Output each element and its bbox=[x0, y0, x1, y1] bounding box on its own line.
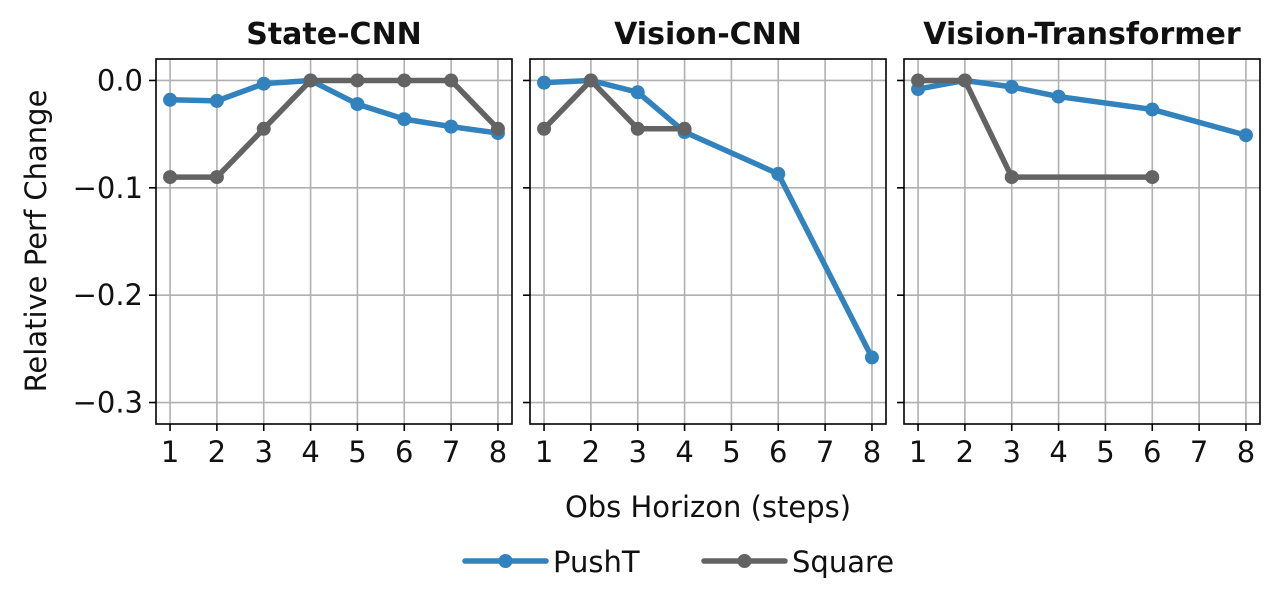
series-line bbox=[167, 77, 501, 136]
data-point bbox=[303, 73, 318, 88]
y-tick-label: −0.3 bbox=[73, 386, 143, 420]
gridlines bbox=[156, 59, 512, 424]
y-tick-label: −0.2 bbox=[73, 278, 143, 312]
data-point bbox=[771, 166, 786, 181]
data-point bbox=[1145, 102, 1160, 117]
y-tick-label: 0.0 bbox=[97, 63, 143, 97]
x-tick-label: 1 bbox=[161, 435, 179, 469]
panel-title: Vision-CNN bbox=[614, 17, 802, 52]
panel-frame bbox=[903, 58, 1261, 425]
data-point bbox=[256, 76, 271, 91]
y-axis-label: Relative Perf Change bbox=[19, 90, 53, 393]
x-tick-label: 5 bbox=[1096, 435, 1114, 469]
data-point bbox=[256, 121, 271, 136]
gridlines bbox=[904, 59, 1260, 424]
x-tick-label: 6 bbox=[769, 435, 787, 469]
panel-3: 1 2 3 4 5 6 7 8 Vision-Transformer bbox=[897, 17, 1261, 469]
x-tick-label: 3 bbox=[1003, 435, 1021, 469]
x-tick-label: 4 bbox=[301, 435, 319, 469]
legend-label: Square bbox=[792, 545, 894, 579]
x-tick-label: 2 bbox=[956, 435, 974, 469]
series-pusht bbox=[163, 73, 505, 141]
series-line bbox=[915, 77, 1156, 180]
panel-1: 1 2 3 4 5 6 7 8 0.0 −0.1 −0.2 −0.3 State-CNN bbox=[73, 17, 513, 469]
data-point bbox=[397, 112, 412, 127]
data-point bbox=[209, 93, 224, 108]
x-tick-label: 7 bbox=[816, 435, 834, 469]
data-point bbox=[444, 73, 459, 88]
data-point bbox=[864, 350, 879, 365]
data-point bbox=[1004, 170, 1019, 185]
series-line bbox=[167, 77, 501, 180]
data-point bbox=[630, 121, 645, 136]
series-pusht bbox=[537, 73, 879, 365]
x-tick-label: 8 bbox=[489, 435, 507, 469]
data-point bbox=[350, 73, 365, 88]
data-point bbox=[397, 73, 412, 88]
data-point bbox=[490, 121, 505, 136]
panel-frame bbox=[155, 58, 513, 425]
panel-frame bbox=[529, 58, 887, 425]
data-point bbox=[911, 73, 926, 88]
legend-item-pusht: PushT bbox=[462, 545, 640, 579]
data-point bbox=[537, 75, 552, 90]
y-tick-label: −0.1 bbox=[73, 171, 143, 205]
x-tick-label: 5 bbox=[722, 435, 740, 469]
data-point bbox=[537, 121, 552, 136]
legend-marker bbox=[737, 554, 752, 568]
data-point bbox=[1051, 89, 1066, 104]
x-tick-label: 6 bbox=[1143, 435, 1161, 469]
x-tick-label: 8 bbox=[863, 435, 881, 469]
data-point bbox=[350, 97, 365, 112]
x-tick-label: 1 bbox=[535, 435, 553, 469]
data-point bbox=[583, 73, 598, 88]
x-tick-label: 7 bbox=[442, 435, 460, 469]
series-square bbox=[163, 73, 505, 185]
panel-2: 1 2 3 4 5 6 7 8 Vision-CNN bbox=[523, 17, 887, 469]
series-line bbox=[541, 77, 688, 132]
legend-marker bbox=[498, 554, 513, 568]
x-tick-label: 2 bbox=[208, 435, 226, 469]
legend: PushT Square bbox=[462, 545, 894, 579]
series-square bbox=[537, 73, 692, 136]
x-tick-label: 5 bbox=[348, 435, 366, 469]
series-square bbox=[911, 73, 1160, 185]
data-point bbox=[1004, 79, 1019, 94]
x-tick-label: 4 bbox=[675, 435, 693, 469]
x-tick-label: 1 bbox=[909, 435, 927, 469]
panel-title: State-CNN bbox=[246, 17, 422, 52]
legend-item-square: Square bbox=[701, 545, 894, 579]
data-point bbox=[163, 92, 178, 107]
gridlines bbox=[530, 59, 886, 424]
data-point bbox=[677, 121, 692, 136]
x-tick-label: 6 bbox=[395, 435, 413, 469]
data-point bbox=[1145, 170, 1160, 185]
legend-label: PushT bbox=[553, 545, 640, 579]
x-tick-label: 3 bbox=[629, 435, 647, 469]
x-tick-label: 7 bbox=[1190, 435, 1208, 469]
series-line bbox=[541, 77, 875, 361]
data-point bbox=[163, 170, 178, 185]
data-point bbox=[630, 85, 645, 100]
data-point bbox=[957, 73, 972, 88]
x-tick-label: 2 bbox=[582, 435, 600, 469]
data-point bbox=[1238, 128, 1253, 143]
panel-title: Vision-Transformer bbox=[923, 17, 1241, 52]
x-tick-label: 3 bbox=[255, 435, 273, 469]
x-tick-label: 8 bbox=[1237, 435, 1255, 469]
x-tick-label: 4 bbox=[1049, 435, 1067, 469]
data-point bbox=[444, 119, 459, 134]
data-point bbox=[209, 170, 224, 185]
x-axis-label: Obs Horizon (steps) bbox=[565, 490, 851, 524]
